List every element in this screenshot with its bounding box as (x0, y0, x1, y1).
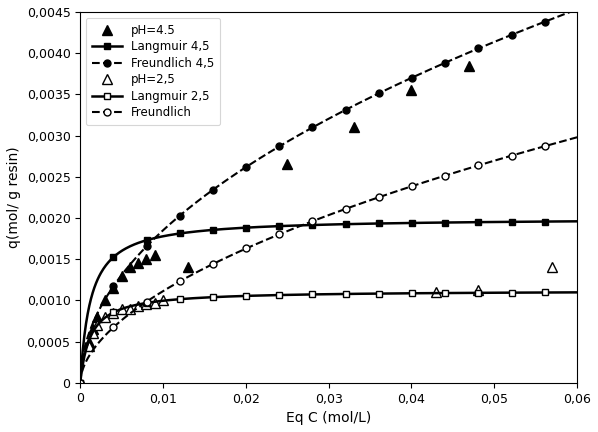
pH=2,5 (85, 343, 92, 348)
Langmuir 2,5 (573, 290, 581, 295)
pH=2,5 (102, 314, 109, 319)
Freundlich (77, 380, 84, 385)
pH=4.5 (350, 125, 357, 130)
pH=4.5 (408, 88, 415, 93)
Line: Freundlich: Freundlich (77, 134, 581, 386)
Line: Langmuir 2,5: Langmuir 2,5 (77, 289, 581, 386)
pH=4.5 (102, 298, 109, 303)
pH=4.5 (93, 314, 100, 319)
pH=2,5 (93, 323, 100, 328)
Langmuir 2,5 (451, 290, 458, 295)
pH=4.5 (110, 286, 117, 291)
Freundlich 4,5 (573, 7, 581, 12)
pH=2,5 (549, 265, 556, 270)
Langmuir 4,5 (77, 380, 84, 385)
Langmuir 4,5 (205, 228, 212, 233)
Langmuir 2,5 (77, 380, 84, 385)
Freundlich (451, 170, 458, 175)
pH=2,5 (135, 304, 142, 309)
pH=2,5 (433, 289, 440, 295)
pH=2,5 (143, 302, 150, 307)
Langmuir 4,5 (370, 221, 377, 226)
pH=2,5 (474, 287, 481, 292)
pH=4.5 (126, 265, 133, 270)
pH=4.5 (135, 260, 142, 266)
pH=2,5 (118, 306, 125, 311)
pH=2,5 (89, 331, 96, 336)
pH=4.5 (283, 162, 291, 167)
Langmuir 4,5 (451, 220, 458, 225)
Freundlich (573, 135, 581, 140)
pH=4.5 (184, 265, 191, 270)
pH=2,5 (110, 310, 117, 315)
pH=4.5 (151, 252, 158, 257)
Line: Langmuir 4,5: Langmuir 4,5 (77, 218, 581, 386)
Langmuir 2,5 (301, 292, 309, 297)
Freundlich (370, 197, 377, 202)
Legend: pH=4.5, Langmuir 4,5, Freundlich 4,5, pH=2,5, Langmuir 2,5, Freundlich: pH=4.5, Langmuir 4,5, Freundlich 4,5, pH… (86, 18, 220, 125)
Freundlich 4,5 (451, 56, 458, 61)
Freundlich 4,5 (408, 75, 416, 80)
pH=4.5 (143, 257, 150, 262)
X-axis label: Eq C (mol/L): Eq C (mol/L) (286, 411, 371, 425)
Line: pH=2,5: pH=2,5 (84, 263, 557, 350)
Langmuir 2,5 (370, 291, 377, 296)
Line: Freundlich 4,5: Freundlich 4,5 (77, 6, 581, 386)
Freundlich 4,5 (77, 380, 84, 385)
Langmuir 4,5 (573, 219, 581, 224)
Freundlich 4,5 (370, 93, 377, 98)
pH=2,5 (160, 298, 167, 303)
Langmuir 2,5 (164, 298, 172, 303)
Langmuir 2,5 (408, 291, 416, 296)
Freundlich (164, 286, 172, 291)
Freundlich (205, 264, 212, 269)
Y-axis label: q(mol/ g resin): q(mol/ g resin) (7, 146, 21, 248)
Freundlich 4,5 (205, 191, 212, 196)
pH=2,5 (151, 300, 158, 305)
Langmuir 4,5 (164, 233, 172, 238)
Langmuir 4,5 (301, 222, 309, 228)
pH=2,5 (126, 306, 133, 311)
Freundlich (408, 184, 416, 189)
pH=4.5 (85, 339, 92, 344)
Line: pH=4.5: pH=4.5 (84, 60, 474, 346)
pH=4.5 (89, 327, 96, 332)
pH=4.5 (118, 273, 125, 278)
Freundlich 4,5 (301, 129, 309, 134)
Langmuir 4,5 (408, 220, 416, 226)
Langmuir 2,5 (205, 295, 212, 300)
Freundlich (301, 222, 309, 227)
Freundlich 4,5 (164, 223, 172, 228)
pH=4.5 (466, 63, 473, 68)
